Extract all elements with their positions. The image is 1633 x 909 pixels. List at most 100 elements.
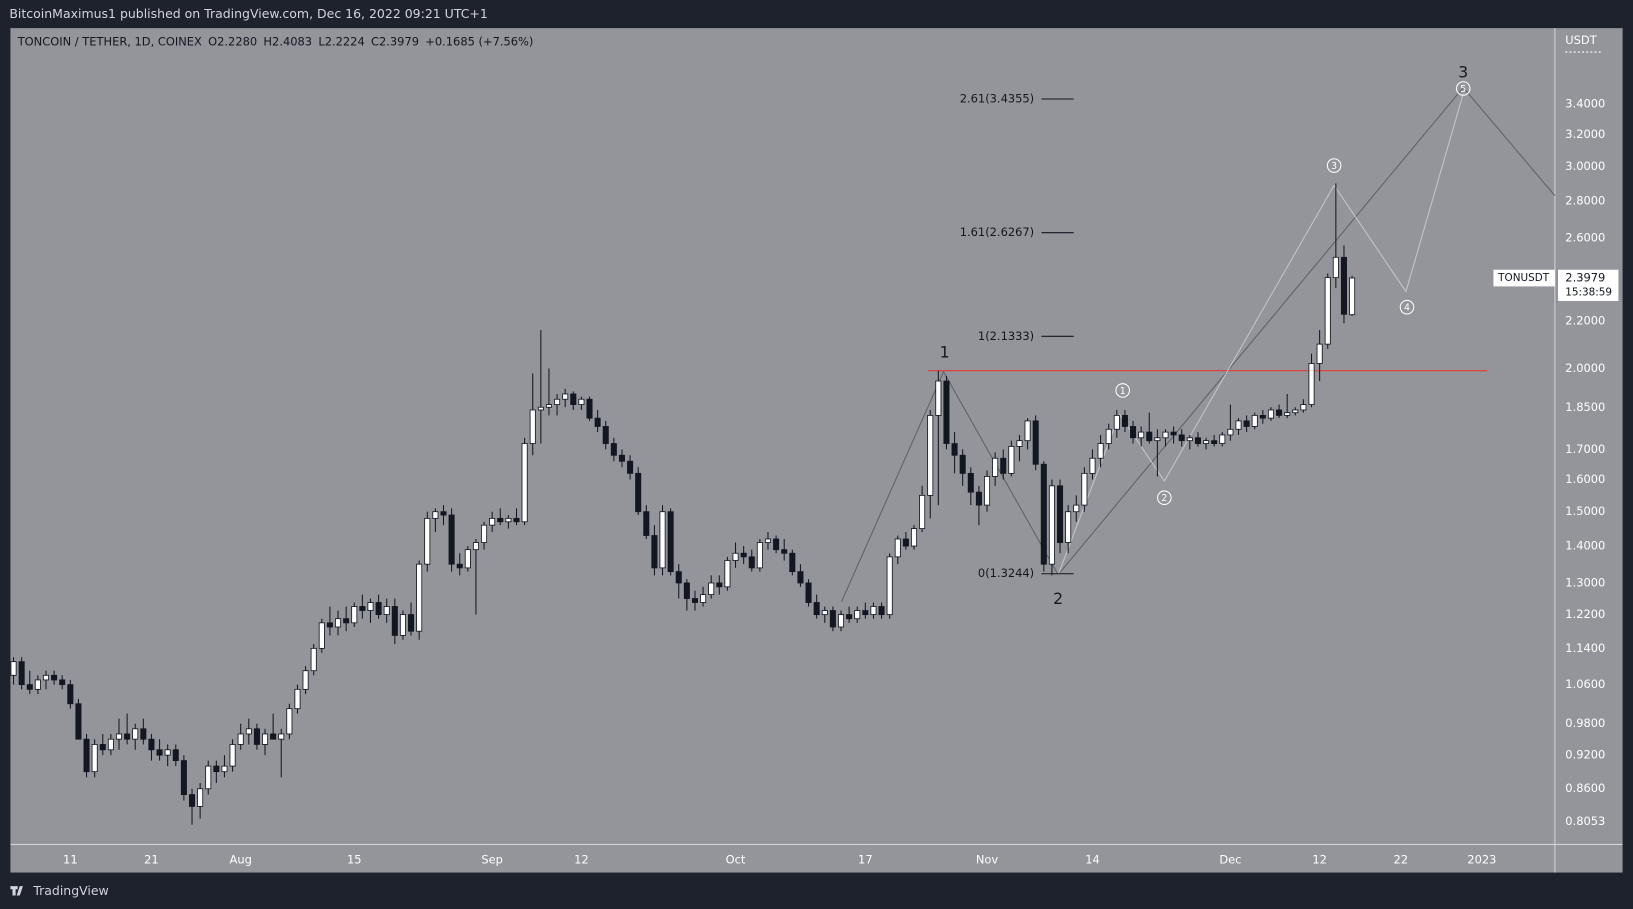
candle-body bbox=[270, 733, 277, 740]
candle-body bbox=[1065, 511, 1072, 543]
candle-body bbox=[245, 728, 252, 735]
candle-body bbox=[1324, 277, 1331, 345]
candle-body bbox=[1267, 409, 1274, 419]
candle-body bbox=[951, 443, 958, 456]
y-tick-label: 1.6000 bbox=[1565, 472, 1605, 486]
candle-body bbox=[1259, 414, 1266, 419]
candle-body bbox=[627, 460, 634, 474]
candle-body bbox=[846, 614, 853, 620]
y-tick-label: 1.5000 bbox=[1565, 504, 1605, 518]
candle-body bbox=[99, 744, 106, 751]
publisher: BitcoinMaximus1 published on TradingView… bbox=[9, 6, 487, 21]
candle-body bbox=[383, 606, 390, 616]
candle-body bbox=[140, 728, 147, 740]
legend-value: 2.2224 bbox=[325, 34, 365, 48]
candle-body bbox=[1154, 437, 1161, 442]
y-tick-label: 2.2000 bbox=[1565, 313, 1605, 327]
candle-body bbox=[594, 417, 601, 427]
candle-body bbox=[310, 647, 317, 672]
candle-body bbox=[440, 511, 447, 516]
candle-body bbox=[497, 517, 504, 523]
legend-key: O bbox=[208, 34, 217, 48]
candle-body bbox=[367, 602, 374, 611]
candle-body bbox=[205, 765, 212, 790]
fib-label: 2.61(3.4355) bbox=[960, 91, 1034, 105]
candle-body bbox=[1251, 414, 1258, 427]
candle-body bbox=[1235, 420, 1242, 430]
x-tick-label: 2023 bbox=[1467, 853, 1496, 867]
candle-body bbox=[1162, 431, 1169, 439]
legend-value: 2.3979 bbox=[379, 34, 419, 48]
candle-body bbox=[854, 610, 861, 620]
candle-body bbox=[318, 622, 325, 649]
candle-body bbox=[935, 380, 942, 416]
candle-body bbox=[472, 542, 479, 551]
candle-body bbox=[521, 443, 528, 523]
candle-body bbox=[302, 670, 309, 690]
candle-body bbox=[278, 733, 285, 740]
candle-body bbox=[1130, 426, 1137, 439]
candle-body bbox=[643, 511, 650, 536]
candle-body bbox=[943, 380, 950, 444]
candle-body bbox=[343, 618, 350, 624]
x-tick-label: 15 bbox=[347, 853, 362, 867]
candle-body bbox=[34, 679, 41, 690]
candle-body bbox=[667, 511, 674, 573]
candle-body bbox=[829, 610, 836, 628]
subwave-labels bbox=[1115, 81, 1471, 505]
candle-body bbox=[902, 538, 909, 547]
subwave-label: 1 bbox=[1120, 386, 1126, 397]
candle-body bbox=[42, 674, 50, 681]
candle-body bbox=[1203, 440, 1210, 444]
y-tick-label: 1.2200 bbox=[1565, 607, 1605, 621]
chart-title: TONCOIN / TETHER, 1D, COINEX bbox=[17, 34, 202, 48]
candle-body bbox=[554, 398, 561, 405]
candle-body bbox=[148, 738, 155, 751]
candle-body bbox=[1340, 256, 1347, 315]
candle-body bbox=[984, 476, 991, 506]
candles bbox=[10, 183, 1356, 825]
candle-body bbox=[237, 733, 244, 745]
candle-body bbox=[992, 457, 999, 477]
candle-body bbox=[967, 472, 974, 493]
candle-body bbox=[489, 517, 496, 526]
candle-body bbox=[716, 582, 723, 588]
candle-body bbox=[683, 582, 690, 599]
y-tick-label: 2.6000 bbox=[1565, 230, 1605, 244]
candle-body bbox=[359, 606, 366, 611]
candle-body bbox=[732, 552, 739, 561]
candle-body bbox=[1057, 485, 1064, 543]
chart-background bbox=[10, 28, 1623, 873]
candle-body bbox=[513, 517, 520, 523]
y-tick-label: 2.0000 bbox=[1565, 361, 1605, 375]
legend-key: C bbox=[371, 34, 379, 48]
candle-body bbox=[1113, 414, 1120, 430]
legend-key: H bbox=[263, 34, 272, 48]
y-tick-label: 1.8500 bbox=[1565, 400, 1605, 414]
candle-body bbox=[408, 614, 415, 632]
candle-body bbox=[432, 511, 439, 519]
candle-body bbox=[75, 703, 82, 740]
candle-body bbox=[894, 538, 901, 558]
candle-body bbox=[1219, 434, 1226, 444]
candle-body bbox=[375, 602, 382, 616]
candle-body bbox=[1332, 256, 1339, 279]
candle-body bbox=[229, 744, 236, 767]
candle-body bbox=[1000, 457, 1007, 474]
candle-body bbox=[691, 598, 698, 603]
candle-body bbox=[156, 749, 163, 756]
candle-body bbox=[26, 684, 33, 690]
candle-body bbox=[821, 610, 828, 616]
y-tick-label: 0.8600 bbox=[1565, 781, 1605, 795]
y-tick-label: 0.8053 bbox=[1565, 814, 1605, 828]
candle-body bbox=[537, 406, 544, 411]
candle-body bbox=[1097, 443, 1104, 459]
x-tick-label: Sep bbox=[481, 853, 503, 867]
candle-body bbox=[464, 549, 471, 569]
legend-value: 2.2280 bbox=[217, 34, 257, 48]
candle-body bbox=[675, 571, 682, 584]
y-tick-label: 1.1400 bbox=[1565, 641, 1605, 655]
candle-body bbox=[399, 614, 406, 636]
fib-label: 1(2.1333) bbox=[978, 329, 1034, 343]
